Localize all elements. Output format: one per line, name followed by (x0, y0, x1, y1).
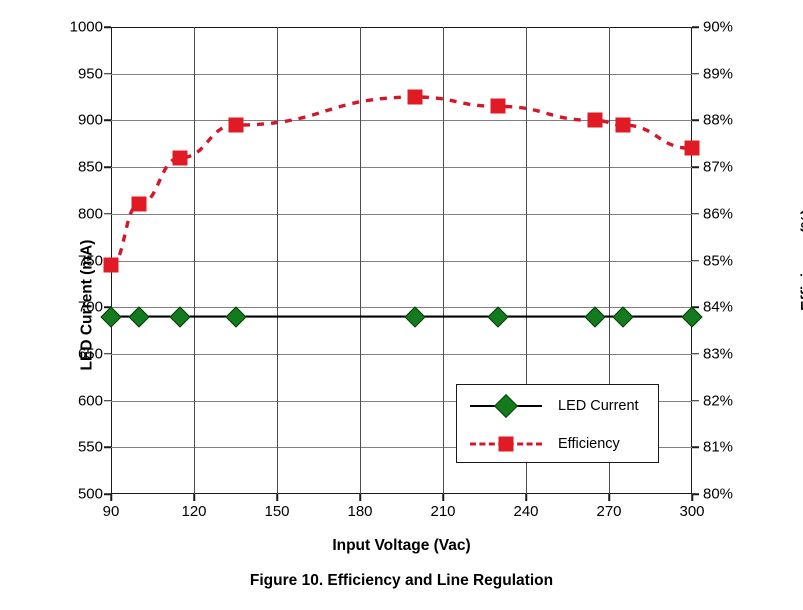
data-point-efficiency (615, 117, 631, 133)
x-axis-tick-label: 150 (264, 503, 290, 520)
gridline-horizontal (111, 307, 692, 309)
gridline-vertical (194, 27, 195, 494)
y-axis-right-tick-label: 90% (703, 18, 734, 36)
y-axis-left-tick-label: 650 (77, 345, 103, 363)
gridline-vertical (526, 27, 527, 494)
y-axis-right-tick-mark (692, 306, 699, 308)
x-axis-tick-mark (110, 494, 112, 501)
gridline-horizontal (111, 400, 692, 402)
y-axis-right-tick-label: 89% (703, 65, 734, 83)
y-axis-right-tick-mark (692, 72, 699, 75)
y-axis-right-tick-label: 86% (703, 205, 734, 223)
x-axis-tick-label: 90 (102, 503, 120, 520)
gridline-vertical (609, 27, 610, 494)
x-axis-tick-mark (691, 494, 693, 501)
gridline-horizontal (111, 353, 692, 355)
plot-area (100, 27, 703, 494)
x-axis-tick-mark (442, 494, 444, 501)
chart-legend: LED Current Efficiency (456, 384, 659, 463)
y-axis-right-tick-mark (692, 26, 699, 28)
gridline-horizontal (111, 447, 692, 449)
y-axis-left-tick-label: 1000 (69, 18, 103, 36)
gridline-vertical (360, 27, 361, 494)
data-point-efficiency (407, 89, 423, 105)
data-point-efficiency (228, 117, 243, 133)
y-axis-left-tick-label: 800 (77, 205, 103, 223)
y-axis-left-tick-mark (104, 119, 111, 122)
y-axis-left-tick-mark (104, 166, 111, 168)
x-axis-tick-label: 240 (513, 503, 539, 520)
y-axis-left-tick-mark (104, 493, 111, 495)
y-axis-right-tick-mark (692, 353, 699, 355)
legend-item-led-current: LED Current (457, 386, 658, 425)
x-axis-tick-mark (276, 494, 278, 501)
y-axis-right-tick-mark (692, 446, 699, 449)
gridline-horizontal (111, 167, 692, 169)
data-point-efficiency (172, 150, 188, 166)
y-axis-left-tick-mark (104, 306, 111, 308)
y-axis-left-tick-label: 500 (77, 485, 103, 503)
square-marker-icon (498, 436, 514, 451)
x-axis-tick-label: 270 (596, 503, 622, 520)
y-axis-left-tick-label: 900 (77, 111, 103, 129)
data-point-efficiency (684, 140, 700, 156)
y-axis-right-tick-mark (692, 213, 699, 215)
data-point-efficiency (103, 257, 119, 273)
series-lines (110, 95, 693, 318)
y-axis-right-title: Efficiency (%) (798, 209, 803, 311)
y-axis-left-tick-label: 600 (77, 392, 103, 410)
legend-swatch-efficiency (470, 433, 542, 455)
gridline-horizontal (111, 73, 692, 75)
y-axis-left-tick-label: 750 (77, 252, 103, 269)
y-axis-left-tick-mark (104, 399, 111, 402)
legend-label-efficiency: Efficiency (558, 435, 620, 452)
gridline-horizontal (111, 120, 692, 122)
x-axis-tick-mark (359, 494, 361, 501)
x-axis-tick-mark (608, 494, 610, 501)
x-axis-tick-mark (525, 494, 527, 501)
y-axis-right-tick-mark (692, 119, 699, 122)
y-axis-left-tick-mark (104, 446, 111, 449)
y-axis-left-tick-mark (104, 353, 111, 355)
y-axis-right-tick-label: 87% (703, 158, 734, 176)
x-axis-title: Input Voltage (Vac) (332, 537, 471, 554)
y-axis-right-tick-label: 84% (703, 298, 734, 316)
gridline-vertical (277, 27, 278, 494)
y-axis-right-tick-mark (692, 259, 699, 262)
data-point-efficiency (587, 112, 603, 128)
x-axis-tick-mark (193, 494, 195, 501)
y-axis-right-tick-label: 83% (703, 345, 734, 363)
y-axis-right-tick-mark (692, 166, 699, 168)
figure-caption: Figure 10. Efficiency and Line Regulatio… (249, 572, 554, 589)
x-axis-tick-label: 120 (181, 503, 207, 520)
y-axis-right-tick-label: 88% (703, 111, 734, 129)
x-axis-tick-label: 210 (430, 503, 456, 520)
y-axis-right-tick-label: 81% (703, 438, 734, 456)
legend-item-efficiency: Efficiency (457, 424, 658, 463)
y-axis-left-tick-mark (104, 72, 111, 75)
legend-swatch-led-current (470, 393, 542, 418)
gridline-horizontal (111, 213, 692, 215)
y-axis-right-tick-label: 82% (703, 392, 734, 410)
y-axis-left-tick-mark (104, 213, 111, 215)
series-line-efficiency (110, 95, 693, 267)
x-axis-tick-label: 300 (679, 503, 705, 520)
y-axis-right-tick-mark (692, 493, 699, 495)
gridline-vertical (443, 27, 444, 494)
y-axis-left-tick-mark (104, 26, 111, 28)
y-axis-right-tick-mark (692, 399, 699, 402)
y-axis-right-tick-label: 85% (703, 252, 734, 269)
x-axis-tick-label: 180 (347, 503, 373, 520)
y-axis-right-tick-label: 80% (703, 485, 734, 503)
gridline-horizontal (111, 260, 692, 262)
y-axis-left-tick-label: 700 (77, 298, 103, 316)
legend-label-led-current: LED Current (558, 397, 639, 414)
y-axis-left-tick-label: 950 (77, 65, 103, 83)
y-axis-left-tick-label: 850 (77, 158, 103, 176)
y-axis-left-title: LED Current (mA) (78, 239, 96, 371)
y-axis-left-tick-label: 550 (77, 438, 103, 456)
data-point-efficiency (490, 98, 506, 114)
data-point-efficiency (131, 196, 147, 212)
